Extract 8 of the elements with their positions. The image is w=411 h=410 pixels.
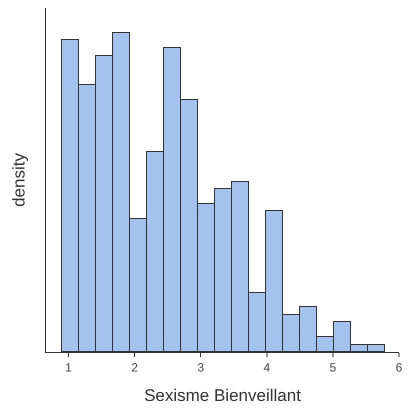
- x-axis-title: Sexisme Bienveillant: [144, 386, 302, 405]
- x-tick-label: 6: [396, 360, 403, 374]
- x-tick-label: 2: [131, 360, 138, 374]
- x-tick-label: 5: [330, 360, 337, 374]
- x-tick-label: 1: [65, 360, 72, 374]
- x-tick-label: 3: [197, 360, 204, 374]
- x-tick-label: 4: [263, 360, 270, 374]
- y-axis-title: density: [10, 152, 29, 207]
